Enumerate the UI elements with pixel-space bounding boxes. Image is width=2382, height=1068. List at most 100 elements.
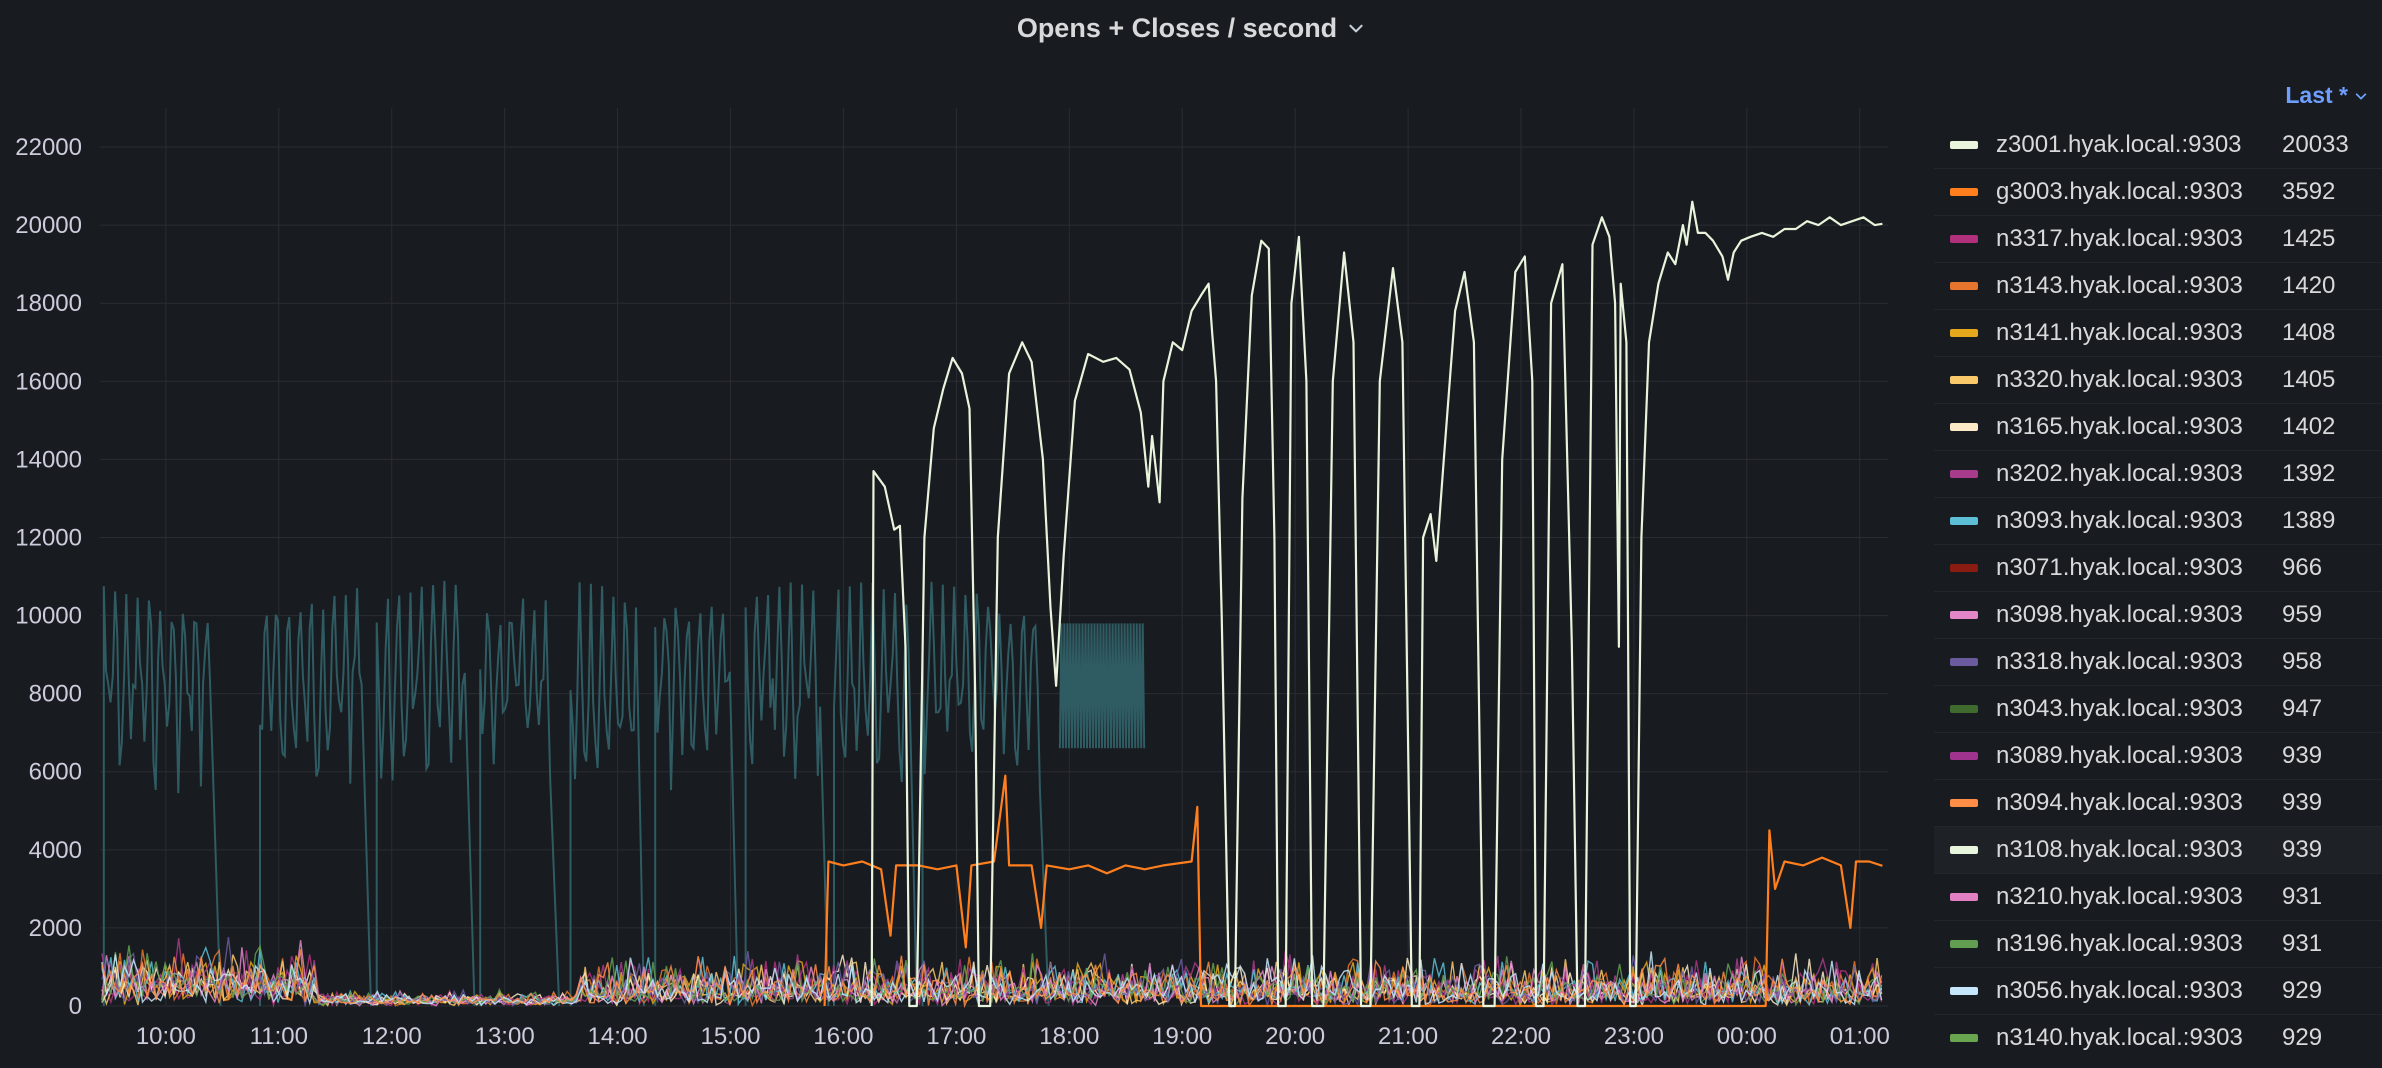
x-tick-label: 14:00 <box>588 1023 648 1050</box>
legend-item-value: 931 <box>2282 883 2323 910</box>
legend-item-value: 959 <box>2282 601 2323 628</box>
timeseries-chart[interactable]: 0 2000 4000 6000 8000 10000 12000 14000 16000 180… <box>0 0 1934 1068</box>
legend-item[interactable]: n3165.hyak.local.:9303 1402 <box>1934 403 2382 450</box>
x-tick-label: 22:00 <box>1491 1023 1551 1050</box>
series-color-swatch <box>1950 329 1978 337</box>
legend-item[interactable]: n3043.hyak.local.:9303 947 <box>1934 685 2382 732</box>
legend-item[interactable]: n3320.hyak.local.:9303 1405 <box>1934 356 2382 403</box>
y-tick-label: 12000 <box>15 524 82 551</box>
series-color-swatch <box>1950 517 1978 525</box>
panel-title[interactable]: Opens + Closes / second <box>0 8 2382 48</box>
series-color-swatch <box>1950 376 1978 384</box>
series-color-swatch <box>1950 141 1978 149</box>
legend-item-name: n3071.hyak.local.:9303 <box>1996 554 2243 581</box>
legend-item-name: n3140.hyak.local.:9303 <box>1996 1024 2243 1051</box>
legend-item[interactable]: g3003.hyak.local.:9303 3592 <box>1934 168 2382 215</box>
legend-item-value: 966 <box>2282 554 2323 581</box>
legend-item[interactable]: n3143.hyak.local.:9303 1420 <box>1934 262 2382 309</box>
legend-item[interactable]: n3196.hyak.local.:9303 931 <box>1934 920 2382 967</box>
legend-item[interactable]: n3140.hyak.local.:9303 929 <box>1934 1014 2382 1061</box>
legend-item[interactable]: n3108.hyak.local.:9303 939 <box>1934 826 2382 873</box>
series-color-swatch <box>1950 188 1978 196</box>
series-color-swatch <box>1950 1034 1978 1042</box>
legend-item[interactable]: n3317.hyak.local.:9303 1425 <box>1934 215 2382 262</box>
legend-item-name: n3043.hyak.local.:9303 <box>1996 695 2243 722</box>
y-tick-label: 22000 <box>15 134 82 161</box>
series-color-swatch <box>1950 987 1978 995</box>
legend-item-name: n3089.hyak.local.:9303 <box>1996 742 2243 769</box>
x-tick-label: 11:00 <box>250 1023 308 1050</box>
series-line <box>870 200 1883 1008</box>
legend: Last * z3001.hyak.local.:9303 20033 g3003… <box>1934 72 2382 1068</box>
legend-item[interactable]: n3094.hyak.local.:9303 939 <box>1934 779 2382 826</box>
y-tick-label: 0 <box>69 993 82 1020</box>
legend-item-name: n3093.hyak.local.:9303 <box>1996 507 2243 534</box>
x-tick-label: 20:00 <box>1265 1023 1325 1050</box>
series-color-swatch <box>1950 940 1978 948</box>
legend-item-name: z3001.hyak.local.:9303 <box>1996 131 2242 158</box>
x-tick-label: 19:00 <box>1152 1023 1212 1050</box>
legend-item-name: n3202.hyak.local.:9303 <box>1996 460 2243 487</box>
legend-item-name: g3003.hyak.local.:9303 <box>1996 178 2243 205</box>
legend-item[interactable]: n3089.hyak.local.:9303 939 <box>1934 732 2382 779</box>
x-tick-label: 01:00 <box>1830 1023 1890 1050</box>
y-tick-label: 4000 <box>29 837 82 864</box>
legend-item-value: 939 <box>2282 742 2323 769</box>
legend-item[interactable]: n3071.hyak.local.:9303 966 <box>1934 544 2382 591</box>
y-tick-label: 14000 <box>15 446 82 473</box>
x-axis: 10:00 11:00 12:00 13:00 14:00 15:00 16:00 17:00… <box>136 1023 1890 1050</box>
legend-sort-button[interactable]: Last * <box>2285 82 2368 109</box>
x-tick-label: 13:00 <box>475 1023 535 1050</box>
series-color-swatch <box>1950 705 1978 713</box>
x-tick-label: 21:00 <box>1378 1023 1438 1050</box>
y-tick-label: 2000 <box>29 915 82 942</box>
legend-item[interactable]: n3141.hyak.local.:9303 1408 <box>1934 309 2382 356</box>
legend-item[interactable]: n3098.hyak.local.:9303 959 <box>1934 591 2382 638</box>
legend-item[interactable]: n3318.hyak.local.:9303 958 <box>1934 638 2382 685</box>
legend-item[interactable]: n3202.hyak.local.:9303 1392 <box>1934 450 2382 497</box>
legend-item-name: n3165.hyak.local.:9303 <box>1996 413 2243 440</box>
legend-item-value: 1408 <box>2282 319 2336 346</box>
legend-item-name: n3056.hyak.local.:9303 <box>1996 977 2243 1004</box>
series-color-swatch <box>1950 282 1978 290</box>
legend-item[interactable]: z3001.hyak.local.:9303 20033 <box>1934 122 2382 168</box>
legend-item[interactable]: n3093.hyak.local.:9303 1389 <box>1934 497 2382 544</box>
legend-item-name: n3210.hyak.local.:9303 <box>1996 883 2243 910</box>
y-tick-label: 6000 <box>29 759 82 786</box>
chevron-down-icon <box>2355 92 2367 99</box>
x-tick-label: 00:00 <box>1717 1023 1777 1050</box>
series-color-swatch <box>1950 893 1978 901</box>
legend-item-value: 939 <box>2282 836 2323 863</box>
legend-item-value: 1425 <box>2282 225 2336 252</box>
y-tick-label: 20000 <box>15 212 82 239</box>
y-axis: 0 2000 4000 6000 8000 10000 12000 14000 16000 180… <box>15 134 82 1020</box>
x-tick-label: 10:00 <box>136 1023 196 1050</box>
legend-item-value: 929 <box>2282 1024 2323 1051</box>
x-tick-label: 16:00 <box>813 1023 873 1050</box>
series-color-swatch <box>1950 799 1978 807</box>
series-color-swatch <box>1950 423 1978 431</box>
series-color-swatch <box>1950 752 1978 760</box>
legend-item-value: 1420 <box>2282 272 2336 299</box>
legend-item-value: 1405 <box>2282 366 2336 393</box>
legend-item-name: n3320.hyak.local.:9303 <box>1996 366 2243 393</box>
legend-item-name: n3143.hyak.local.:9303 <box>1996 272 2243 299</box>
legend-item-name: n3094.hyak.local.:9303 <box>1996 789 2243 816</box>
x-tick-label: 23:00 <box>1604 1023 1664 1050</box>
x-tick-label: 12:00 <box>362 1023 422 1050</box>
legend-item-value: 20033 <box>2282 131 2349 158</box>
legend-item-name: n3108.hyak.local.:9303 <box>1996 836 2243 863</box>
legend-item-value: 939 <box>2282 789 2323 816</box>
legend-item-value: 931 <box>2282 930 2323 957</box>
series-color-swatch <box>1950 611 1978 619</box>
x-tick-label: 15:00 <box>700 1023 760 1050</box>
legend-item-name: n3196.hyak.local.:9303 <box>1996 930 2243 957</box>
legend-list: z3001.hyak.local.:9303 20033 g3003.hyak.l… <box>1934 122 2382 1061</box>
legend-item-name: n3141.hyak.local.:9303 <box>1996 319 2243 346</box>
series-lines <box>823 200 1883 1008</box>
y-tick-label: 8000 <box>29 681 82 708</box>
series-color-swatch <box>1950 846 1978 854</box>
legend-item[interactable]: n3056.hyak.local.:9303 929 <box>1934 967 2382 1014</box>
legend-item[interactable]: n3210.hyak.local.:9303 931 <box>1934 873 2382 920</box>
legend-item-value: 929 <box>2282 977 2323 1004</box>
